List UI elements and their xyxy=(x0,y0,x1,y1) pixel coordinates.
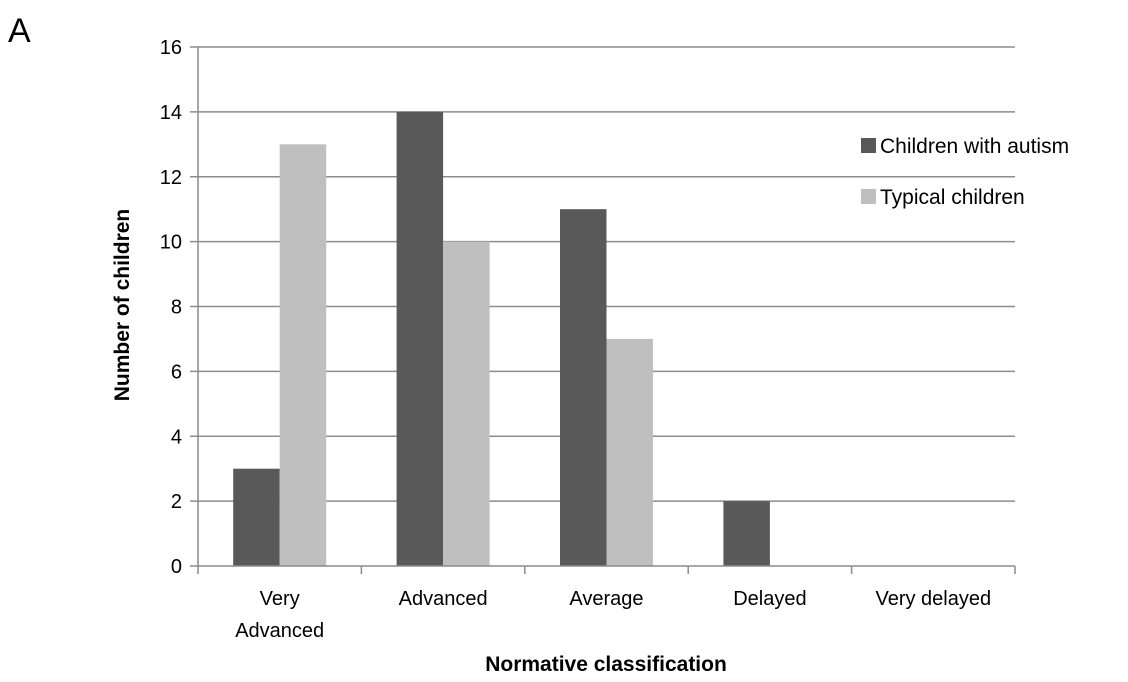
panel-label: A xyxy=(8,12,31,50)
y-tick-label: 14 xyxy=(160,102,182,124)
x-tick-label: Very Advanced xyxy=(235,588,324,642)
legend-swatch xyxy=(861,189,876,204)
bar-autism-3 xyxy=(723,501,770,566)
x-axis-title: Normative classification xyxy=(485,653,727,676)
x-tick-label: Delayed xyxy=(733,588,806,610)
bar-typical-1 xyxy=(443,241,490,566)
y-tick-label: 4 xyxy=(171,426,182,448)
legend: Children with autism Typical children xyxy=(861,135,1069,209)
y-tick-label: 6 xyxy=(171,361,182,383)
bar-autism-0 xyxy=(233,468,280,566)
bar-typical-2 xyxy=(606,338,653,566)
y-tick-label: 2 xyxy=(171,491,182,513)
y-tick-label: 0 xyxy=(171,556,182,578)
x-tick-label: Very delayed xyxy=(875,588,991,610)
y-axis-ticks: 0 2 4 6 8 10 12 14 16 xyxy=(160,37,199,578)
bar-autism-1 xyxy=(396,111,444,566)
legend-swatch xyxy=(861,138,876,153)
x-tick-label: Average xyxy=(569,588,643,610)
x-axis-tick-labels: Very Advanced Advanced Average Delayed Very d… xyxy=(235,588,991,642)
x-tick-label: Advanced xyxy=(399,588,488,610)
y-tick-label: 12 xyxy=(160,167,182,189)
y-tick-label: 10 xyxy=(160,232,182,254)
y-axis-title: Number of children xyxy=(111,209,134,402)
bars xyxy=(233,111,770,566)
bar-autism-2 xyxy=(560,209,607,566)
legend-label: Typical children xyxy=(880,186,1025,209)
y-tick-label: 16 xyxy=(160,37,182,59)
bar-typical-0 xyxy=(279,144,327,566)
y-tick-label: 8 xyxy=(171,297,182,319)
legend-label: Children with autism xyxy=(880,135,1069,158)
x-axis xyxy=(197,565,1016,574)
